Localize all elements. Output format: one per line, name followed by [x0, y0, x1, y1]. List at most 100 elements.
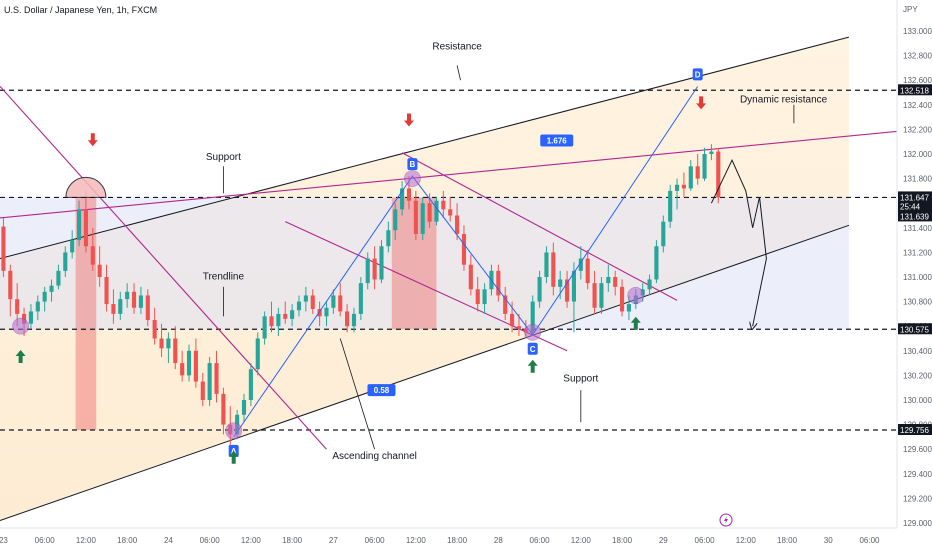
candle-body	[386, 230, 391, 247]
candle-body	[654, 246, 659, 280]
price-tick: 130.200	[903, 371, 932, 380]
time-axis[interactable]: 23 06:00 12:00 18:00 24 06:00 12:00 18:00 27 06:0…	[0, 536, 880, 545]
candle-body	[310, 295, 315, 309]
candle-body	[186, 350, 192, 376]
annotation-pointer	[339, 338, 375, 450]
candle-body	[207, 363, 212, 400]
time-tick: 12:00	[241, 536, 262, 545]
candle-body	[290, 310, 295, 319]
candle-body	[592, 283, 597, 308]
candle-body	[159, 338, 164, 349]
price-tick: 129.200	[903, 494, 932, 503]
price-tag	[898, 191, 932, 212]
signal-arrows	[15, 96, 707, 464]
candle-body	[510, 313, 515, 327]
price-tag-label: 131.639	[900, 212, 929, 221]
time-tick: 28	[494, 536, 503, 545]
price-tag	[898, 323, 932, 335]
lightning-icon[interactable]	[719, 513, 733, 527]
candle-body	[56, 270, 61, 286]
ratio-badge	[367, 384, 396, 397]
price-tick: 132.400	[903, 101, 932, 110]
price-tick: 132.200	[903, 125, 932, 134]
candle-body	[626, 304, 631, 312]
currency-label: JPY	[903, 5, 918, 14]
candle-body	[70, 240, 75, 253]
candle-body	[338, 295, 343, 312]
price-tag-label: 131.647	[900, 193, 929, 202]
candle-body	[585, 258, 590, 284]
candle-body	[688, 166, 693, 189]
forecast-path	[710, 158, 767, 326]
candle-body	[283, 313, 288, 319]
candle-body	[42, 291, 47, 302]
price-tick: 131.800	[903, 175, 932, 184]
price-tick: 132.800	[903, 52, 932, 61]
candle-body	[125, 291, 130, 300]
pivot-label-d: D	[695, 70, 701, 79]
price-tick: 130.400	[903, 347, 932, 356]
candle-body	[455, 215, 460, 234]
flag-upper	[401, 152, 678, 301]
arrow-up-icon	[630, 316, 641, 330]
price-tag	[898, 210, 932, 222]
trendline-down	[0, 85, 327, 450]
price-tick: 130.800	[903, 298, 932, 307]
annotation-label: Support	[206, 152, 241, 163]
price-tick: 132.600	[903, 76, 932, 85]
arrow-up-icon	[228, 450, 239, 464]
candle-body	[262, 316, 267, 339]
candle-body	[1, 226, 6, 271]
arrow-up-icon	[527, 359, 538, 373]
price-tag	[898, 424, 932, 436]
pivot-badge-d	[692, 68, 703, 81]
candle-body	[49, 285, 54, 292]
ratio-badge	[540, 134, 574, 147]
price-tick: 131.400	[903, 224, 932, 233]
candle-body	[145, 295, 150, 321]
candle-body	[180, 363, 185, 376]
price-tick: 129.600	[903, 445, 932, 454]
candles	[1, 144, 721, 447]
candle-body	[558, 279, 563, 287]
candle-body	[461, 233, 467, 265]
candle-body	[619, 286, 625, 312]
annotation-label: Support	[563, 374, 598, 385]
annotation-pointer	[456, 65, 461, 81]
candle-body	[118, 299, 123, 314]
time-tick: 18:00	[282, 536, 303, 545]
price-tick: 131.000	[903, 273, 932, 282]
candle-body	[276, 313, 281, 327]
candle-body	[8, 270, 13, 300]
candle-body	[434, 200, 439, 222]
candle-body	[63, 252, 68, 271]
candle-body	[606, 277, 611, 284]
price-tag	[898, 84, 932, 96]
candle-body	[468, 264, 473, 290]
touch-circles	[12, 170, 645, 440]
candle-body	[413, 200, 418, 234]
candle-body	[324, 307, 329, 317]
candle-body	[173, 338, 178, 364]
support-resistance-line	[0, 128, 918, 219]
price-tick: 133.000	[903, 27, 932, 36]
candle-body	[76, 209, 82, 241]
candle-body	[420, 203, 425, 234]
candle-body	[530, 301, 535, 333]
candle-body	[296, 301, 302, 311]
candle-body	[331, 295, 336, 308]
time-tick: 06:00	[530, 536, 551, 545]
candle-body	[138, 295, 143, 308]
magenta-lines	[0, 85, 918, 450]
pivot-badge-c	[527, 342, 538, 355]
candle-body	[537, 277, 542, 302]
price-axis[interactable]: 133.000 132.800 132.600 132.400 132.200 132.0…	[903, 27, 932, 528]
candle-body	[248, 369, 253, 400]
touch-circle	[225, 422, 243, 440]
candle-body	[393, 209, 398, 231]
candle-body	[372, 258, 377, 280]
channel-lower-line	[0, 224, 850, 522]
price-tag-label: 130.575	[900, 325, 929, 334]
